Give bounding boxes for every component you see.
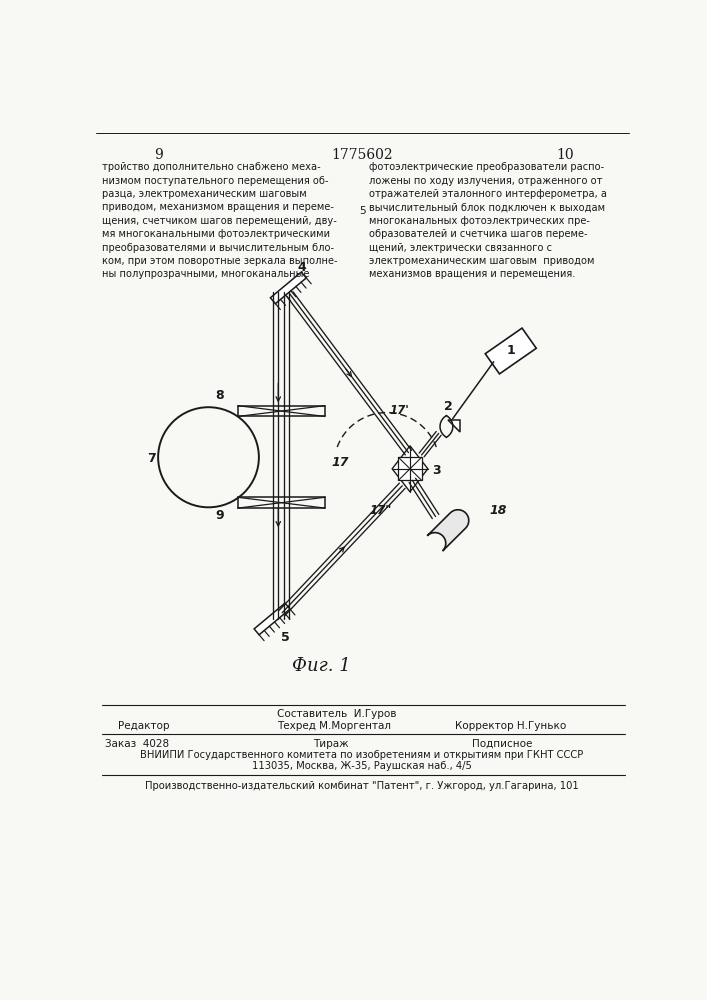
Text: тройство дополнительно снабжено меха-
низмом поступательного перемещения об-
раз: тройство дополнительно снабжено меха- ни… — [103, 162, 338, 279]
Text: 9: 9 — [153, 148, 163, 162]
Text: 18: 18 — [489, 504, 506, 517]
Text: 5: 5 — [281, 631, 289, 644]
Text: 1775602: 1775602 — [331, 148, 393, 162]
Text: 8: 8 — [216, 389, 224, 402]
Polygon shape — [254, 603, 290, 635]
Text: Фиг. 1: Фиг. 1 — [291, 657, 350, 675]
Text: 113035, Москва, Ж-35, Раушская наб., 4/5: 113035, Москва, Ж-35, Раушская наб., 4/5 — [252, 761, 472, 771]
Polygon shape — [392, 446, 428, 492]
Text: 1: 1 — [506, 344, 515, 358]
Text: Подписное: Подписное — [472, 739, 532, 749]
Text: 3: 3 — [432, 464, 440, 477]
Text: 17: 17 — [332, 456, 349, 469]
Text: Тираж: Тираж — [313, 739, 349, 749]
Text: ВНИИПИ Государственного комитета по изобретениям и открытиям при ГКНТ СССР: ВНИИПИ Государственного комитета по изоб… — [140, 750, 583, 760]
Text: 5: 5 — [359, 206, 366, 216]
Polygon shape — [270, 272, 306, 304]
Text: Заказ  4028: Заказ 4028 — [105, 739, 170, 749]
Text: 9: 9 — [216, 509, 224, 522]
Text: 17': 17' — [389, 404, 409, 417]
Text: Производственно-издательский комбинат "Патент", г. Ужгород, ул.Гагарина, 101: Производственно-издательский комбинат "П… — [145, 781, 579, 791]
Text: Техред М.Моргентал: Техред М.Моргентал — [276, 721, 391, 731]
Text: 2: 2 — [443, 400, 452, 413]
Text: 4: 4 — [298, 261, 306, 274]
Text: 17": 17" — [370, 504, 392, 517]
Text: Редактор: Редактор — [118, 721, 169, 731]
Polygon shape — [399, 457, 421, 480]
Text: 10: 10 — [556, 148, 574, 162]
Text: Составитель  И.Гуров: Составитель И.Гуров — [276, 709, 396, 719]
Text: Корректор Н.Гунько: Корректор Н.Гунько — [455, 721, 566, 731]
Polygon shape — [448, 420, 460, 432]
Polygon shape — [485, 328, 537, 374]
Text: фотоэлектрические преобразователи распо-
ложены по ходу излучения, отраженного о: фотоэлектрические преобразователи распо-… — [369, 162, 607, 279]
Text: 7: 7 — [147, 452, 156, 465]
Polygon shape — [427, 510, 469, 551]
